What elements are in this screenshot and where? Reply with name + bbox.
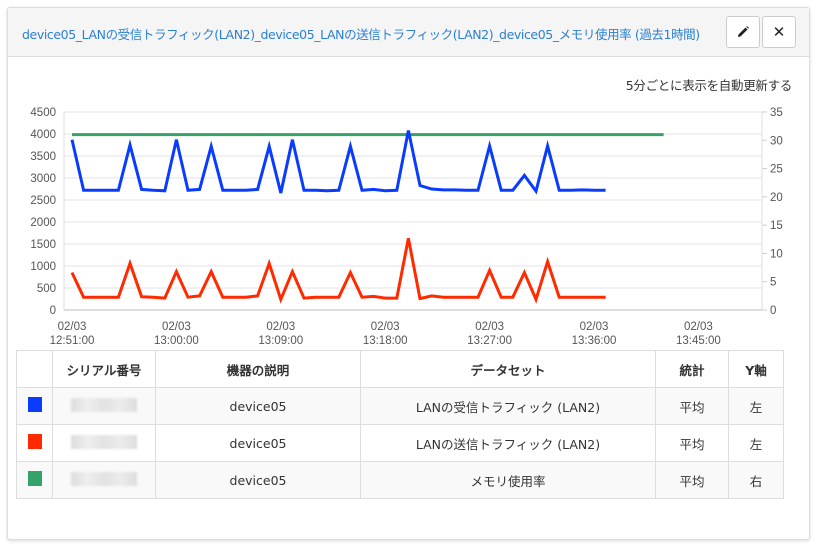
stat-cell: 平均 (655, 424, 729, 462)
serial-blurred (71, 397, 137, 412)
close-button[interactable]: ✕ (762, 16, 796, 48)
serial-blurred (71, 471, 137, 486)
x-tick-label: 13:00:00 (154, 335, 199, 347)
y-right-tick-label: 5 (770, 277, 776, 289)
color-swatch (27, 471, 42, 486)
color-swatch (27, 397, 42, 412)
device-cell: device05 (155, 387, 361, 425)
axis-cell: 左 (728, 424, 784, 462)
table-row: device05 LANの受信トラフィック (LAN2) 平均 左 (16, 387, 784, 425)
close-icon: ✕ (772, 23, 786, 41)
device-cell: device05 (155, 461, 361, 499)
y-right-tick-label: 10 (770, 248, 783, 260)
x-tick-label: 02/03 (58, 321, 87, 333)
table-row: device05 LANの送信トラフィック (LAN2) 平均 左 (16, 424, 784, 462)
series-line (70, 238, 606, 304)
color-swatch (27, 434, 42, 449)
y-left-tick-label: 1500 (30, 239, 56, 251)
y-left-tick-label: 2000 (30, 217, 56, 229)
col-yaxis: Y軸 (728, 350, 784, 388)
edit-button[interactable] (726, 16, 760, 48)
stat-cell: 平均 (655, 387, 729, 425)
y-right-tick-label: 35 (770, 107, 783, 119)
y-left-tick-label: 2500 (30, 195, 56, 207)
legend-table: シリアル番号 機器の説明 データセット 統計 Y軸 device05 LANの受… (16, 350, 784, 499)
x-tick-label: 13:09:00 (258, 335, 303, 347)
y-right-tick-label: 15 (770, 220, 783, 232)
y-left-tick-label: 500 (37, 283, 56, 295)
axis-cell: 左 (728, 387, 784, 425)
axis-cell: 右 (728, 461, 784, 499)
y-left-tick-label: 3000 (30, 173, 56, 185)
x-tick-label: 02/03 (684, 321, 713, 333)
auto-refresh-text: 5分ごとに表示を自動更新する (625, 78, 793, 93)
y-left-tick-label: 4500 (30, 107, 56, 119)
col-color (16, 350, 53, 388)
x-tick-label: 02/03 (266, 321, 295, 333)
x-tick-label: 13:27:00 (467, 335, 512, 347)
col-stat: 統計 (655, 350, 729, 388)
y-left-tick-label: 3500 (30, 151, 56, 163)
device-cell: device05 (155, 424, 361, 462)
dataset-cell: LANの送信トラフィック (LAN2) (360, 424, 656, 462)
x-tick-label: 13:45:00 (676, 335, 721, 347)
series-line (70, 130, 606, 195)
y-left-tick-label: 1000 (30, 261, 56, 273)
y-right-tick-label: 30 (770, 135, 783, 147)
col-dataset: データセット (360, 350, 656, 388)
table-header-row: シリアル番号 機器の説明 データセット 統計 Y軸 (16, 350, 784, 388)
x-tick-label: 02/03 (371, 321, 400, 333)
table-row: device05 メモリ使用率 平均 右 (16, 461, 784, 499)
x-tick-label: 12:51:00 (50, 335, 95, 347)
panel-header: device05_LANの受信トラフィック(LAN2)_device05_LAN… (8, 8, 809, 57)
y-right-tick-label: 0 (770, 305, 776, 317)
stat-cell: 平均 (655, 461, 729, 499)
col-device: 機器の説明 (155, 350, 361, 388)
x-tick-label: 02/03 (162, 321, 191, 333)
y-left-tick-label: 4000 (30, 129, 56, 141)
x-tick-label: 02/03 (475, 321, 504, 333)
x-tick-label: 02/03 (580, 321, 609, 333)
dataset-cell: メモリ使用率 (360, 461, 656, 499)
serial-blurred (71, 434, 137, 449)
pencil-icon (738, 26, 749, 37)
x-tick-label: 13:18:00 (363, 335, 408, 347)
dataset-cell: LANの受信トラフィック (LAN2) (360, 387, 656, 425)
col-serial: シリアル番号 (52, 350, 156, 388)
panel-title[interactable]: device05_LANの受信トラフィック(LAN2)_device05_LAN… (22, 27, 700, 42)
y-left-tick-label: 0 (50, 305, 56, 317)
x-tick-label: 13:36:00 (572, 335, 617, 347)
y-right-tick-label: 25 (770, 164, 783, 176)
y-right-tick-label: 20 (770, 192, 783, 204)
